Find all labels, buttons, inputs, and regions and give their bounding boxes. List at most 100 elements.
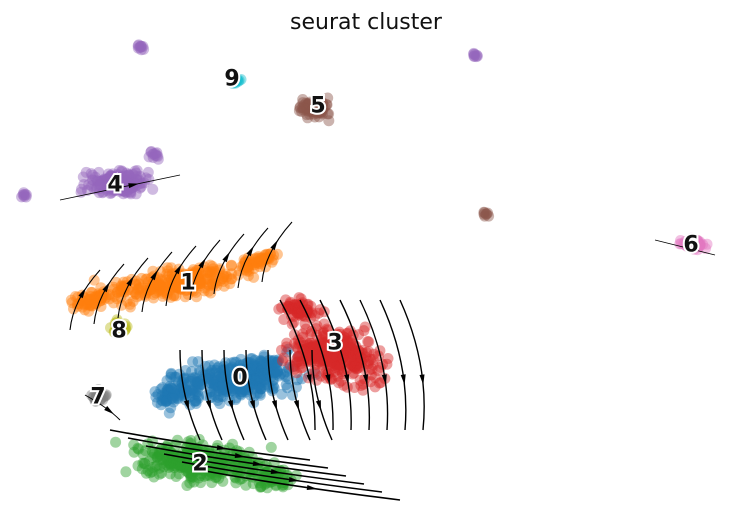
cell-point-cluster-1 xyxy=(131,291,143,303)
cell-point-cluster-0 xyxy=(251,363,263,374)
cell-point-cluster-3 xyxy=(339,338,351,350)
cell-point-cluster-3 xyxy=(357,353,369,365)
cell-point-cluster-3 xyxy=(351,358,363,370)
cell-point-cluster-1 xyxy=(194,278,206,290)
cell-point-cluster-5 xyxy=(303,99,315,111)
velocity-streamline xyxy=(299,299,334,431)
cell-point-cluster-0 xyxy=(161,394,173,406)
cell-point-cluster-1 xyxy=(95,295,106,307)
cell-point-cluster-5 xyxy=(297,97,309,109)
cell-point-cluster-4 xyxy=(109,171,121,183)
cell-point-cluster-1 xyxy=(124,301,136,313)
cell-point-cluster-3 xyxy=(357,347,368,359)
velocity-arrowhead xyxy=(246,245,254,257)
cell-point-cluster-1 xyxy=(254,261,266,273)
cell-point-cluster-4 xyxy=(106,176,117,188)
cell-point-cluster-2 xyxy=(229,471,241,483)
cell-point-cluster-4 xyxy=(145,146,157,158)
cell-point-cluster-1 xyxy=(108,281,119,293)
cell-point-cluster-4 xyxy=(121,167,133,179)
cell-point-cluster-4 xyxy=(130,167,142,179)
cell-point-cluster-1 xyxy=(267,254,279,266)
cell-point-cluster-1 xyxy=(104,289,116,301)
cell-point-cluster-3 xyxy=(273,303,285,315)
cell-point-cluster-1 xyxy=(83,293,95,305)
cell-point-cluster-2 xyxy=(238,455,250,467)
cell-point-cluster-3 xyxy=(295,357,307,369)
cell-point-cluster-0 xyxy=(157,382,169,394)
cell-point-cluster-5 xyxy=(309,103,321,115)
cell-point-cluster-0 xyxy=(236,370,248,382)
cell-point-cluster-1 xyxy=(213,264,225,276)
cell-point-cluster-6 xyxy=(692,238,703,250)
cell-point-cluster-0 xyxy=(219,371,231,383)
cell-point-cluster-0 xyxy=(255,355,267,366)
cell-point-cluster-5 xyxy=(312,106,324,118)
cell-point-cluster-1 xyxy=(174,281,186,293)
cell-point-cluster-2 xyxy=(138,457,150,469)
cell-point-cluster-0 xyxy=(180,388,192,400)
cell-point-cluster-1 xyxy=(83,295,95,307)
cell-point-cluster-4 xyxy=(97,187,109,199)
cell-point-cluster-3 xyxy=(302,349,314,361)
cell-point-cluster-0 xyxy=(230,392,242,404)
cell-point-cluster-1 xyxy=(86,286,98,298)
cell-point-cluster-0 xyxy=(245,353,257,365)
cell-point-cluster-6 xyxy=(683,238,695,250)
cell-point-cluster-0 xyxy=(209,389,221,401)
cell-point-cluster-0 xyxy=(192,376,204,388)
cell-point-cluster-3 xyxy=(350,340,362,352)
cell-point-cluster-0 xyxy=(189,375,201,387)
cell-point-cluster-1 xyxy=(242,261,253,273)
cell-point-cluster-4 xyxy=(119,185,131,197)
cell-point-cluster-0 xyxy=(296,373,308,385)
chart-title: seurat cluster xyxy=(290,10,442,35)
cell-point-cluster-0 xyxy=(178,376,190,388)
cell-point-cluster-1 xyxy=(199,274,211,286)
cell-point-cluster-3 xyxy=(344,345,356,357)
cell-point-cluster-1 xyxy=(140,287,151,299)
cell-point-cluster-6 xyxy=(692,236,704,248)
cell-point-cluster-1 xyxy=(157,281,169,293)
cell-point-cluster-1 xyxy=(266,256,278,268)
cell-point-cluster-3 xyxy=(345,352,357,364)
cell-point-cluster-2 xyxy=(224,442,235,454)
velocity-arrowhead xyxy=(306,485,318,490)
cell-point-cluster-0 xyxy=(254,389,266,401)
cell-point-cluster-2 xyxy=(163,450,175,462)
cell-point-cluster-8 xyxy=(105,322,116,334)
cell-point-cluster-0 xyxy=(281,382,293,394)
cell-point-cluster-1 xyxy=(183,268,195,280)
cell-point-cluster-5 xyxy=(316,106,328,117)
cell-point-cluster-1 xyxy=(194,278,206,290)
cell-point-cluster-2 xyxy=(259,471,271,483)
cell-point-cluster-1 xyxy=(195,270,207,282)
cell-point-cluster-3 xyxy=(338,334,350,346)
cell-point-cluster-3 xyxy=(321,336,333,348)
cell-point-cluster-8 xyxy=(111,319,123,330)
velocity-streamline xyxy=(213,233,245,295)
cell-point-cluster-1 xyxy=(168,289,180,301)
cell-point-cluster-4 xyxy=(102,180,114,192)
cell-point-cluster-3 xyxy=(317,348,329,360)
cell-point-cluster-0 xyxy=(271,365,283,377)
cell-point-cluster-0 xyxy=(179,380,191,392)
cell-point-cluster-3 xyxy=(332,370,344,382)
cell-point-cluster-4 xyxy=(119,182,131,194)
cell-point-cluster-4 xyxy=(112,169,124,180)
cell-point-cluster-0 xyxy=(190,398,202,409)
cell-point-cluster-3 xyxy=(302,304,314,316)
cell-point-cluster-4 xyxy=(86,180,98,192)
cell-point-cluster-1 xyxy=(94,289,106,301)
cell-point-cluster-1 xyxy=(95,282,107,294)
cell-point-cluster-1 xyxy=(179,280,191,292)
cell-point-cluster-4 xyxy=(116,183,127,195)
cell-point-cluster-6 xyxy=(681,236,693,248)
cell-point-cluster-1 xyxy=(152,285,164,297)
cell-point-cluster-0 xyxy=(206,375,218,387)
cell-point-cluster-4 xyxy=(145,146,157,157)
cell-point-cluster-1 xyxy=(193,271,205,283)
cell-point-cluster-3 xyxy=(294,306,306,318)
cell-point-cluster-1 xyxy=(161,268,173,280)
cell-point-cluster-0 xyxy=(224,371,236,383)
